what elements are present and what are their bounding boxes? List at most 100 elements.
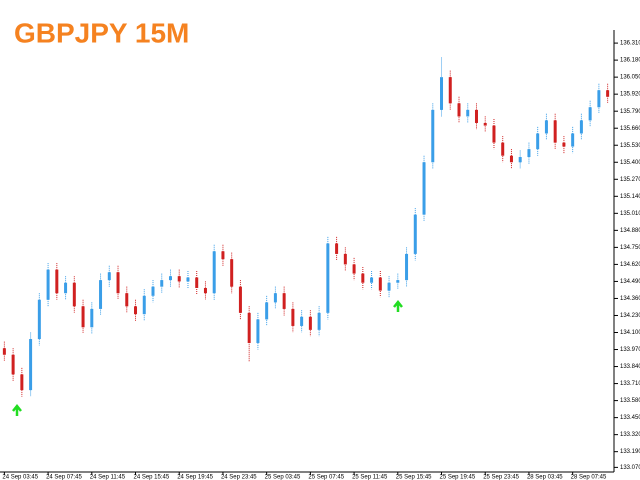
x-tick-label: 25 Sep 11:45 [352,475,388,480]
candle-body [378,277,382,291]
candle-body [457,103,461,117]
y-tick-label: 133.450 [620,415,640,421]
y-tick-label: 134.620 [620,262,640,268]
candle-body [186,277,190,282]
candle-body [317,312,321,330]
y-tick-label: 133.840 [620,364,640,370]
candle-body [81,306,85,328]
candle-body [431,109,435,163]
candle-body [361,273,365,283]
candle-body [343,253,347,265]
candle-body [221,251,225,260]
candle-body [125,293,129,307]
y-tick-label: 133.070 [620,465,640,471]
x-tick-label: 25 Sep 23:45 [483,475,519,480]
y-tick-label: 133.710 [620,381,640,387]
candle-body [20,374,24,391]
y-tick-label: 136.310 [620,41,640,47]
candle-body [282,293,286,309]
buy-arrow [12,403,22,416]
x-tick-label: 28 Sep 03:45 [527,475,563,480]
y-tick-label: 133.320 [620,432,640,438]
candle-body [440,77,444,110]
candle-body [99,280,103,309]
candle-body [72,282,76,307]
candle-body [107,272,111,281]
candle-body [64,282,68,294]
x-tick-label: 25 Sep 19:45 [440,475,476,480]
candle-body [212,251,216,294]
y-tick-label: 135.790 [620,109,640,115]
candle-body [474,109,478,123]
candle-body [501,142,505,156]
candle-body [90,308,94,328]
y-tick-label: 133.580 [620,398,640,404]
candle-body [308,316,312,330]
candle-body [142,295,146,315]
y-tick-label: 134.750 [620,245,640,251]
candle-body [177,276,181,282]
buy-arrow [393,299,403,312]
candle-body [203,287,207,294]
x-tick-label: 24 Sep 23:45 [221,475,257,480]
candle-body [46,269,50,300]
candle-body [300,316,304,326]
candle-body [553,120,557,143]
x-tick-label: 24 Sep 11:45 [90,475,126,480]
y-tick-label: 133.190 [620,449,640,455]
x-tick-label: 24 Sep 07:45 [46,475,82,480]
y-tick-label: 136.050 [620,75,640,81]
candle-body [571,133,575,147]
candle-body [352,264,356,274]
candle-body [588,107,592,121]
candle-body [527,149,531,158]
candle-body [492,125,496,143]
x-tick-label: 25 Sep 07:45 [308,475,344,480]
candle-body [413,214,417,254]
candle-body [579,120,583,134]
candle-body [466,109,470,117]
candle-body [326,243,330,313]
y-tick-label: 134.230 [620,313,640,319]
candle-body [151,286,155,296]
candle-body [405,253,409,281]
y-tick-label: 135.530 [620,143,640,149]
candle-body [238,286,242,313]
candle-body [230,259,234,287]
candle-body [168,276,172,281]
chart-title: GBPJPY 15M [14,17,189,48]
candle-body [247,312,251,343]
y-tick-label: 136.180 [620,58,640,64]
x-tick-label: 28 Sep 07:45 [571,475,607,480]
candle-body [37,299,41,340]
candle-body [291,308,295,326]
x-tick-label: 25 Sep 03:45 [265,475,301,480]
y-tick-label: 135.140 [620,194,640,200]
y-tick-label: 135.400 [620,160,640,166]
candle-body [2,348,6,355]
candle-body [562,142,566,147]
candle-body [370,277,374,283]
candle-body [335,243,339,254]
candle-body [597,90,601,108]
y-tick-label: 134.100 [620,330,640,336]
y-tick-label: 135.270 [620,177,640,183]
candle-body [387,282,391,291]
candle-body [11,354,15,375]
candle-body [518,157,522,163]
x-tick-label: 24 Sep 19:45 [177,475,213,480]
y-tick-label: 134.880 [620,228,640,234]
x-tick-label: 25 Sep 15:45 [396,475,432,480]
candle-body [606,90,610,97]
candle-body [55,269,59,294]
y-tick-label: 135.920 [620,92,640,98]
candle-body [536,133,540,150]
candle-body [273,293,277,303]
candle-body [483,122,487,126]
candle-body [134,306,138,315]
x-tick-label: 24 Sep 03:45 [2,475,38,480]
candle-body [195,277,199,288]
